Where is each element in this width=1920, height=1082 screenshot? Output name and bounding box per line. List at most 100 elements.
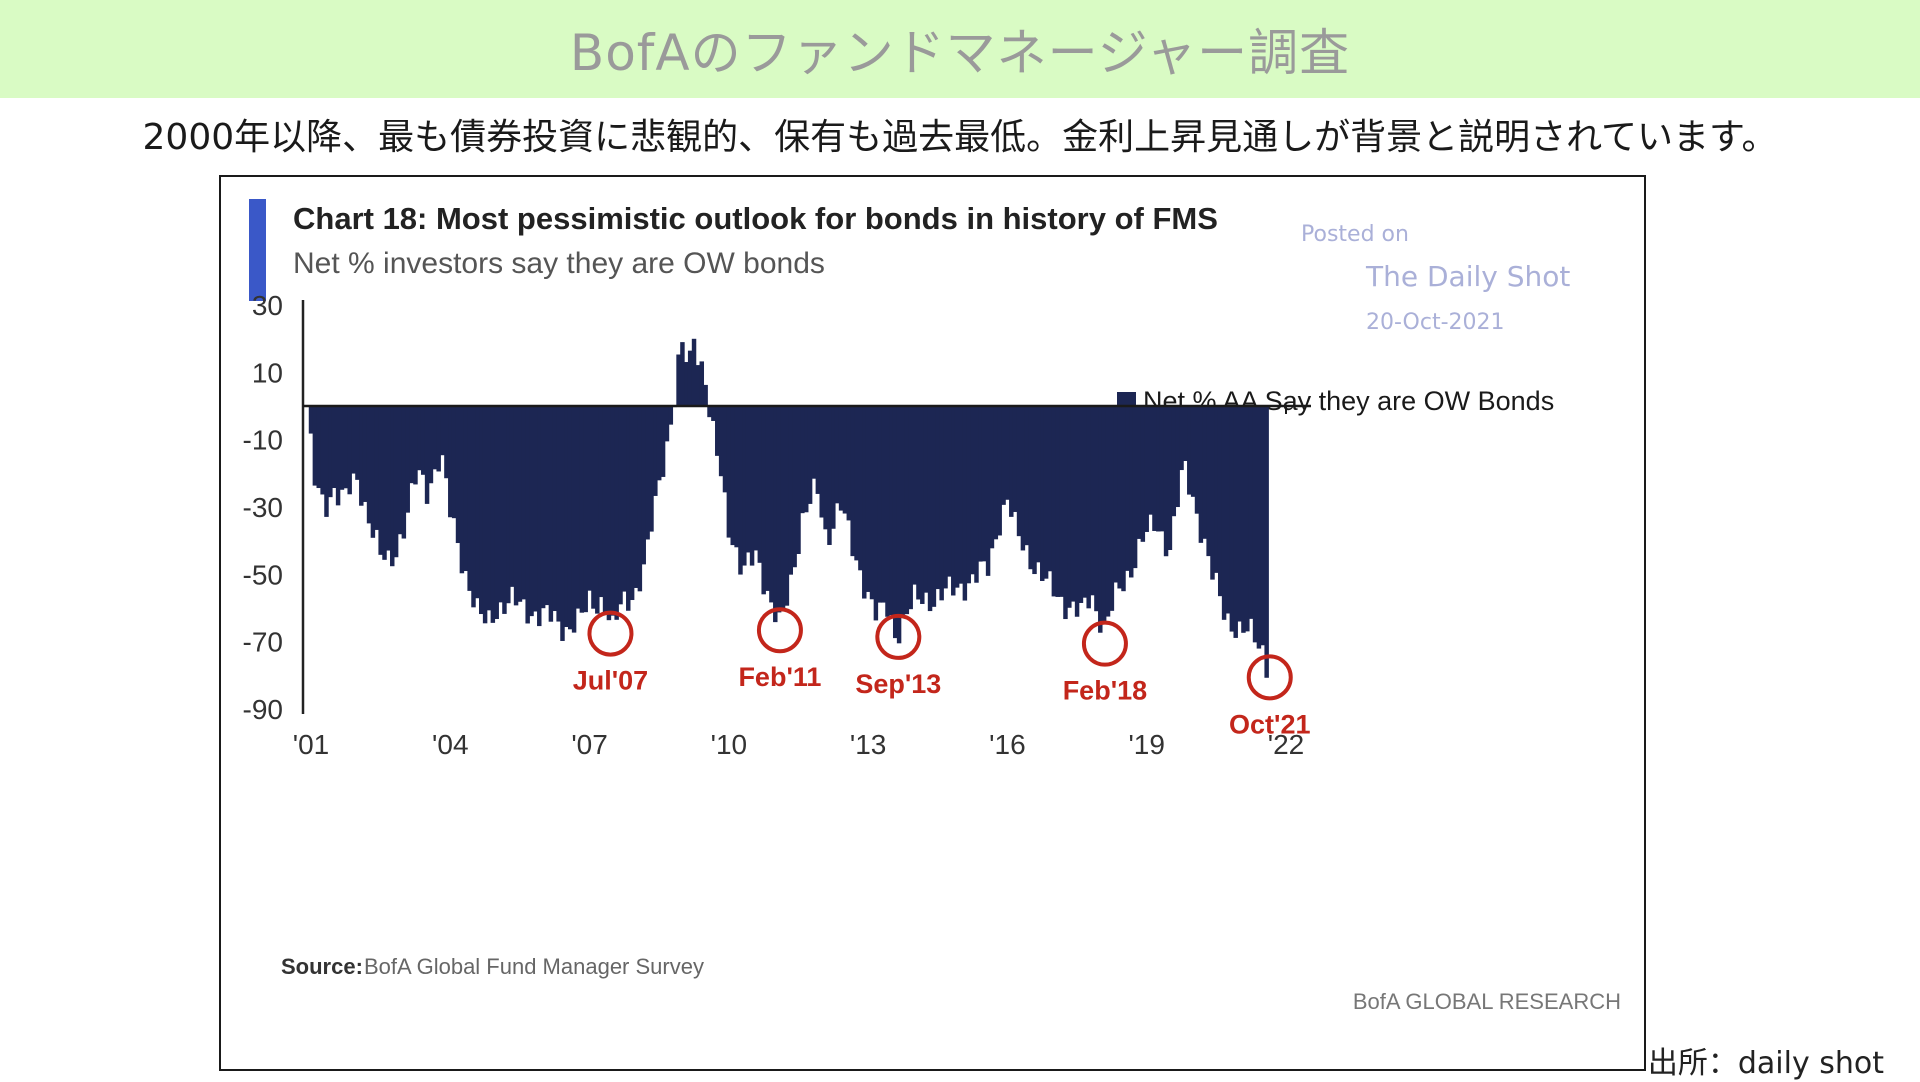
chart-bar [378,406,383,555]
chart-bar [745,406,751,553]
chart-bar [432,406,438,470]
chart-bar [347,406,352,495]
chart-bar [989,406,995,549]
chart-bar [1070,406,1076,602]
chart-bar [513,406,519,606]
chart-bar [695,365,701,406]
chart-bar [1078,406,1084,603]
chart-bar [393,406,399,558]
chart-bar [1125,406,1130,571]
chart-bar [974,406,979,583]
chart-bar [637,406,643,592]
chart-bar [401,406,407,539]
chart-bar [896,406,902,644]
chart-bar [707,406,712,418]
x-tick-label: '10 [711,729,748,760]
chart-bar [537,406,542,627]
chart-bar [417,406,422,471]
chart-bar [761,406,766,595]
chart-bar [966,406,971,584]
chart-bar [1156,406,1161,532]
chart-bar [834,406,840,504]
chart-bar [958,406,964,584]
chart-bar [579,406,585,613]
chart-bar [506,406,511,604]
chart-bar [641,406,646,565]
chart-bar [885,406,890,617]
chart-bar [509,406,515,587]
chart-bar [1163,406,1169,557]
chart-bar [1005,406,1010,500]
chart-bar [734,406,739,548]
chart-bar [653,406,658,496]
chart-svg: Chart 18: Most pessimistic outlook for b… [243,199,1621,1014]
chart-bar [1082,406,1088,598]
chart-bar [1237,406,1242,622]
chart-bar [502,406,507,614]
x-tick-label: '22 [1268,729,1305,760]
chart-bar [471,406,476,608]
page-subtitle: 2000年以降、最も債券投資に悲観的、保有も過去最低。金利上昇見通しが背景と説明… [142,117,1778,158]
bars-group [308,338,1269,678]
chart-bar [1105,406,1111,617]
chart-bar [1159,406,1165,532]
annotation-circle [587,610,634,657]
x-tick-label: '19 [1128,729,1165,760]
chart-bar [1148,406,1153,515]
chart-bar [374,406,380,530]
chart-bar [1094,406,1099,612]
chart-subtitle: Net % investors say they are OW bonds [293,247,825,280]
chart-bar [838,406,844,511]
page-title: BofAのファンドマネージャー調査 [569,24,1351,82]
chart-bar [1047,406,1053,572]
chart-bar [1086,406,1091,609]
chart-bar [1144,406,1149,532]
chart-bar [486,406,492,611]
chart-bar [1210,406,1215,580]
chart-frame: Chart 18: Most pessimistic outlook for b… [219,175,1646,1071]
annotation-circle [756,607,803,654]
chart-bar [1167,406,1173,550]
chart-bar [947,406,952,577]
source-note: 出所：daily shot [1647,1046,1884,1081]
chart-bar [1036,406,1041,563]
y-tick-label: -50 [243,559,283,590]
chart-bar [742,406,747,566]
chart-bar [1140,406,1146,542]
chart-bar [583,406,588,613]
chart-bar [927,406,933,612]
chart-bar [343,406,349,489]
chart-bar [1129,406,1134,578]
x-tick-label: '16 [989,729,1026,760]
chart-bar [1229,406,1235,632]
x-tick-label: '13 [850,729,887,760]
chart-bar [819,406,824,518]
footer-brand: BofA GLOBAL RESEARCH [1353,989,1621,1014]
chart-bar [776,406,782,613]
chart-bar [455,406,461,544]
chart-bar [1121,406,1126,592]
chart-bar [560,406,565,641]
chart-bar [807,406,813,504]
chart-bar [1109,406,1115,611]
chart-bar [575,406,581,609]
chart-bar [1179,406,1184,471]
chart-bar [308,406,314,434]
chart-bar [680,342,685,406]
chart-bar [1241,406,1246,633]
chart-bar [517,406,523,602]
annotation-label: Feb'11 [738,662,821,692]
chart-bar [931,406,937,607]
chart-bar [424,406,430,504]
chart-bar [676,354,681,406]
chart-title-accent [249,199,266,301]
chart-bar [1183,406,1188,462]
chart-bar [1221,406,1227,620]
chart-bar [749,406,755,566]
chart-bar [804,406,809,513]
chart-bar [339,406,345,490]
chart-bar [850,406,855,557]
chart-bar [660,406,666,477]
chart-bar [606,406,612,621]
chart-bar [978,406,983,562]
